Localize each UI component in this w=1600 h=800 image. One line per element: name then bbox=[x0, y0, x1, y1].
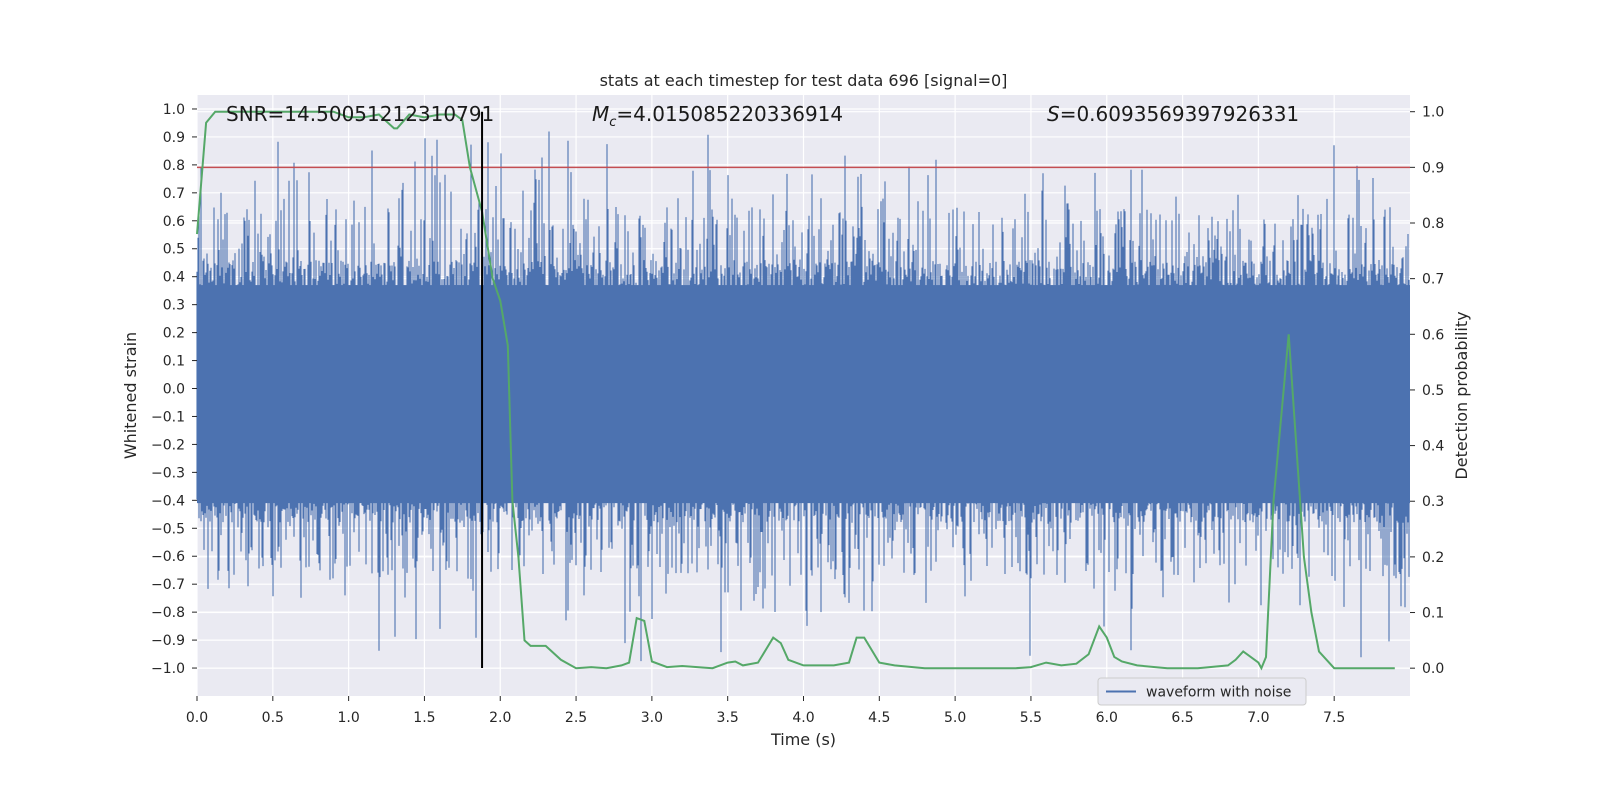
chirp-mass-annotation: Mc=4.015085220336914 bbox=[592, 102, 843, 130]
s-value: =0.6093569397926331 bbox=[1060, 102, 1299, 126]
y-right-tick-label: 0.9 bbox=[1422, 160, 1444, 176]
x-tick-label: 0.5 bbox=[262, 710, 284, 726]
x-tick-label: 1.5 bbox=[413, 710, 435, 726]
mc-subscript: c bbox=[609, 115, 616, 130]
y-left-tick-label: −0.7 bbox=[151, 577, 185, 593]
y-axis-right-label: Detection probability bbox=[1452, 311, 1471, 479]
y-axis-left-label: Whitened strain bbox=[121, 332, 140, 459]
y-left-tick-label: 0.3 bbox=[163, 298, 185, 314]
x-tick-label: 2.0 bbox=[489, 710, 511, 726]
y-left-tick-label: 0.4 bbox=[163, 270, 185, 286]
x-tick-label: 2.5 bbox=[565, 710, 587, 726]
y-left-tick-label: −0.1 bbox=[151, 409, 185, 425]
x-tick-label: 6.0 bbox=[1096, 710, 1118, 726]
x-tick-label: 0.0 bbox=[186, 710, 208, 726]
y-left-tick-label: −0.8 bbox=[151, 605, 185, 621]
s-symbol: S bbox=[1047, 102, 1060, 126]
legend-label-waveform: waveform with noise bbox=[1146, 685, 1291, 701]
y-left-tick-label: −0.9 bbox=[151, 633, 185, 649]
waveform-series bbox=[196, 131, 1410, 662]
x-axis-label: Time (s) bbox=[770, 730, 836, 749]
y-left-tick-label: −0.6 bbox=[151, 549, 185, 565]
x-tick-label: 4.0 bbox=[792, 710, 814, 726]
y-left-tick-label: 0.0 bbox=[163, 382, 185, 398]
y-right-tick-label: 0.6 bbox=[1422, 327, 1444, 343]
y-left-tick-label: −0.5 bbox=[151, 521, 185, 537]
legend: waveform with noise bbox=[1097, 677, 1307, 706]
y-left-tick-label: 1.0 bbox=[163, 102, 185, 118]
y-left-tick-label: −0.4 bbox=[151, 493, 185, 509]
legend-box bbox=[1097, 677, 1307, 706]
x-axis-ticks: 0.0 0.5 1.0 1.5 2.0 2.5 3.0 3.5 4.0 4.5 5.0 5.5 6.0 6… bbox=[186, 696, 1345, 726]
x-tick-label: 7.5 bbox=[1323, 710, 1345, 726]
x-tick-label: 6.5 bbox=[1171, 710, 1193, 726]
y-right-tick-label: 0.0 bbox=[1422, 661, 1444, 677]
y-left-tick-label: −1.0 bbox=[151, 661, 185, 677]
y-right-tick-label: 1.0 bbox=[1422, 105, 1444, 121]
x-tick-label: 4.5 bbox=[868, 710, 890, 726]
s-annotation: S=0.6093569397926331 bbox=[1047, 102, 1299, 126]
y-left-tick-label: 0.7 bbox=[163, 186, 185, 202]
y-right-tick-label: 0.7 bbox=[1422, 272, 1444, 288]
x-tick-label: 5.0 bbox=[944, 710, 966, 726]
y-right-tick-label: 0.1 bbox=[1422, 606, 1444, 622]
y-right-tick-label: 0.8 bbox=[1422, 216, 1444, 232]
y-axis-right-ticks: 1.0 0.9 0.8 0.7 0.6 0.5 0.4 0.3 0.2 0.1 0.0 bbox=[1410, 105, 1444, 677]
mc-symbol: M bbox=[592, 102, 609, 126]
x-tick-label: 7.0 bbox=[1247, 710, 1269, 726]
snr-annotation: SNR=14.50051212310791 bbox=[226, 102, 494, 126]
y-left-tick-label: −0.2 bbox=[151, 437, 185, 453]
x-tick-label: 3.5 bbox=[717, 710, 739, 726]
y-left-tick-label: 0.5 bbox=[163, 242, 185, 258]
mc-value: =4.015085220336914 bbox=[616, 102, 843, 126]
y-left-tick-label: 0.2 bbox=[163, 326, 185, 342]
y-left-tick-label: 0.6 bbox=[163, 214, 185, 230]
y-right-tick-label: 0.4 bbox=[1422, 439, 1444, 455]
x-tick-label: 5.5 bbox=[1020, 710, 1042, 726]
y-right-tick-label: 0.3 bbox=[1422, 494, 1444, 510]
y-left-tick-label: −0.3 bbox=[151, 465, 185, 481]
y-left-tick-label: 0.9 bbox=[163, 130, 185, 146]
y-left-tick-label: 0.8 bbox=[163, 158, 185, 174]
y-right-tick-label: 0.2 bbox=[1422, 550, 1444, 566]
y-axis-left-ticks: 1.0 0.9 0.8 0.7 0.6 0.5 0.4 0.3 0.2 0.1 0.0 −0.1 −0.… bbox=[151, 102, 197, 677]
y-left-tick-label: 0.1 bbox=[163, 354, 185, 370]
chart-title: stats at each timestep for test data 696… bbox=[600, 71, 1008, 90]
waveform-line bbox=[196, 131, 1410, 662]
probability-line bbox=[196, 110, 1395, 671]
y-right-tick-label: 0.5 bbox=[1422, 383, 1444, 399]
x-tick-label: 1.0 bbox=[337, 710, 359, 726]
x-tick-label: 3.0 bbox=[641, 710, 663, 726]
